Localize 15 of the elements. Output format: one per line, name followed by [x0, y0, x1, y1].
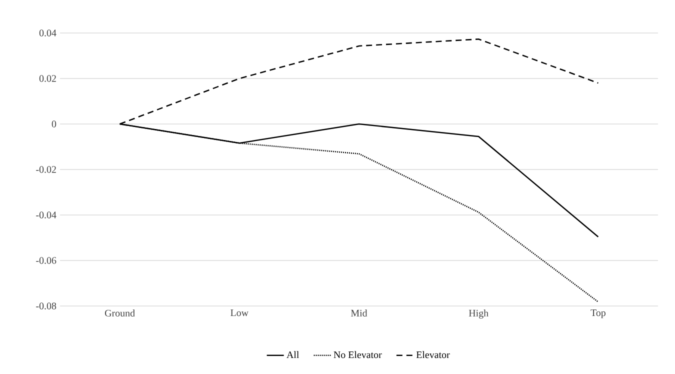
y-tick-label: -0.04 [36, 212, 56, 218]
x-tick-label: Low [230, 310, 248, 316]
y-tick-label: -0.06 [36, 257, 56, 264]
legend-label: Elevator [416, 351, 450, 358]
y-tick-label: 0 [52, 120, 56, 128]
x-tick-label: Mid [350, 310, 368, 317]
legend-label: No Elevator [334, 351, 382, 358]
y-tick-label: -0.02 [36, 166, 56, 173]
x-tick-label: Ground [104, 310, 135, 317]
y-tick-label: 0.04 [39, 30, 56, 36]
legend-label: All [286, 351, 299, 358]
y-tick-label: -0.08 [36, 302, 56, 310]
y-tick-label: 0.02 [39, 75, 56, 82]
x-tick-label: Top [590, 310, 606, 318]
x-tick-label: High [468, 310, 488, 319]
